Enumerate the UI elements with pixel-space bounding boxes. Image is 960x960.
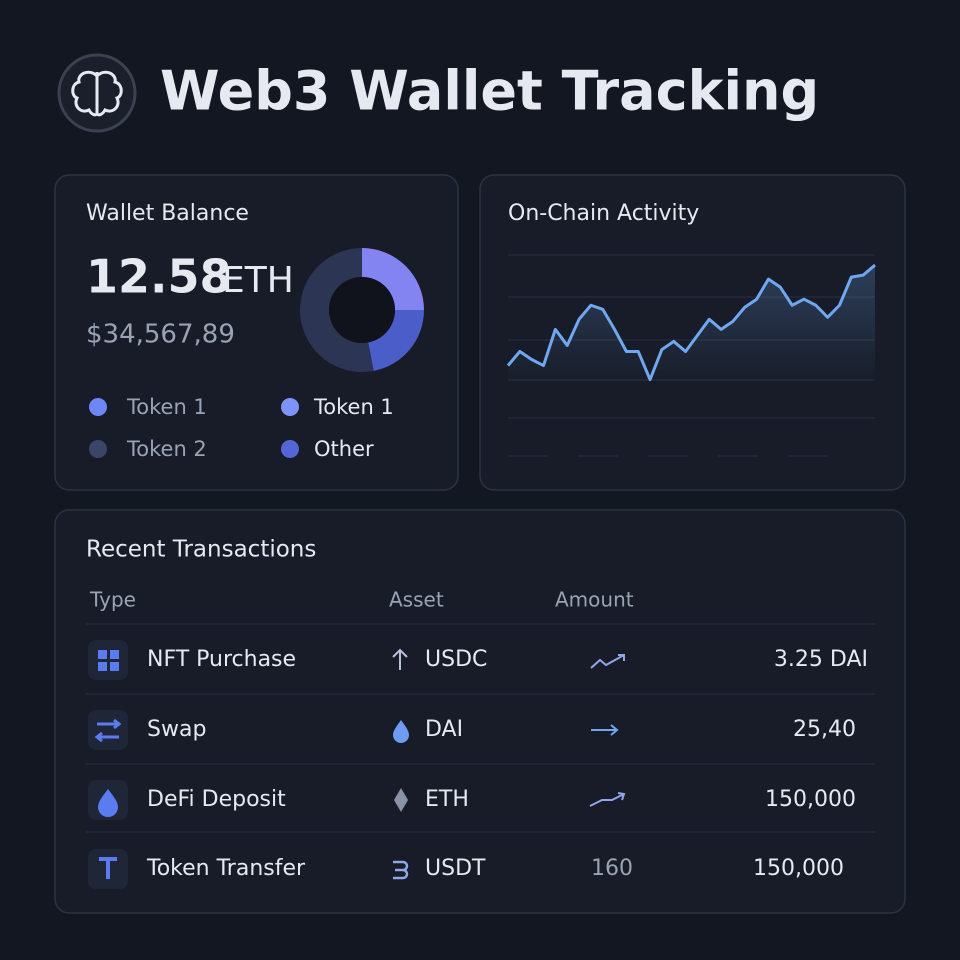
arrow-icon [591,724,619,736]
legend: Token 1 Token 2 Token 1 Other [89,395,394,461]
legend-dot [281,440,299,458]
rows: NFT Purchase USDC 3.25 DAI Swap DAI 25,40 DeFi… [146,647,868,881]
tx-type: NFT Purchase [147,647,296,672]
card-title: Wallet Balance [86,201,249,226]
separators [86,623,875,833]
usdt-icon [393,860,409,880]
legend-dot [89,440,107,458]
balance-unit: ETH [222,260,294,301]
tx-amount: 150,000 [753,856,844,881]
swap-icon [94,718,122,743]
card-title: Recent Transactions [86,537,316,563]
icon-box [88,710,128,750]
tx-asset: USDC [425,647,487,672]
card-title: On-Chain Activity [508,201,699,226]
tx-type: DeFi Deposit [147,787,286,812]
donut [299,248,424,372]
token-icon [99,857,117,879]
tx-type: Token Transfer [146,856,306,881]
drop-icon [98,789,118,817]
grid-icon [98,650,119,671]
donut-segment [299,248,374,372]
brain-icon [71,70,123,117]
legend-label: Token 1 [126,395,207,419]
legend-label: Other [314,437,374,461]
tx-asset: USDT [425,856,486,881]
column-header: Amount [555,588,634,612]
legend-dot [281,398,299,416]
balance-fiat: $34,567,89 [86,320,235,350]
page-title: Web3 Wallet Tracking [160,60,819,123]
tx-asset: ETH [425,787,469,812]
tx-amount: 25,40 [793,717,856,742]
trend-icon [590,654,625,669]
tx-amount: 3.25 DAI [774,647,868,672]
transactions-card [54,509,906,914]
column-header: Asset [389,588,444,612]
up-icon [392,648,408,670]
legend-label: Token 2 [126,437,207,461]
row-icons [88,640,626,889]
activity-line [506,263,876,382]
drop-icon [393,720,409,743]
activity-area [508,265,875,385]
activity-chart [506,263,876,385]
legend-dot [89,398,107,416]
eth-icon [394,788,408,812]
trend-icon [589,792,626,807]
icon-box [88,640,128,680]
activity-card [479,174,906,491]
tx-amount: 150,000 [765,787,856,812]
balance-amount: 12.58 [86,250,232,304]
tx-asset: DAI [425,717,463,742]
donut-segment [368,310,424,371]
tx-note: 160 [591,856,633,881]
donut-segment [362,248,424,310]
tx-type: Swap [147,717,206,742]
legend-label: Token 1 [313,395,394,419]
donut-hole [329,277,395,343]
column-header: Type [89,588,136,612]
